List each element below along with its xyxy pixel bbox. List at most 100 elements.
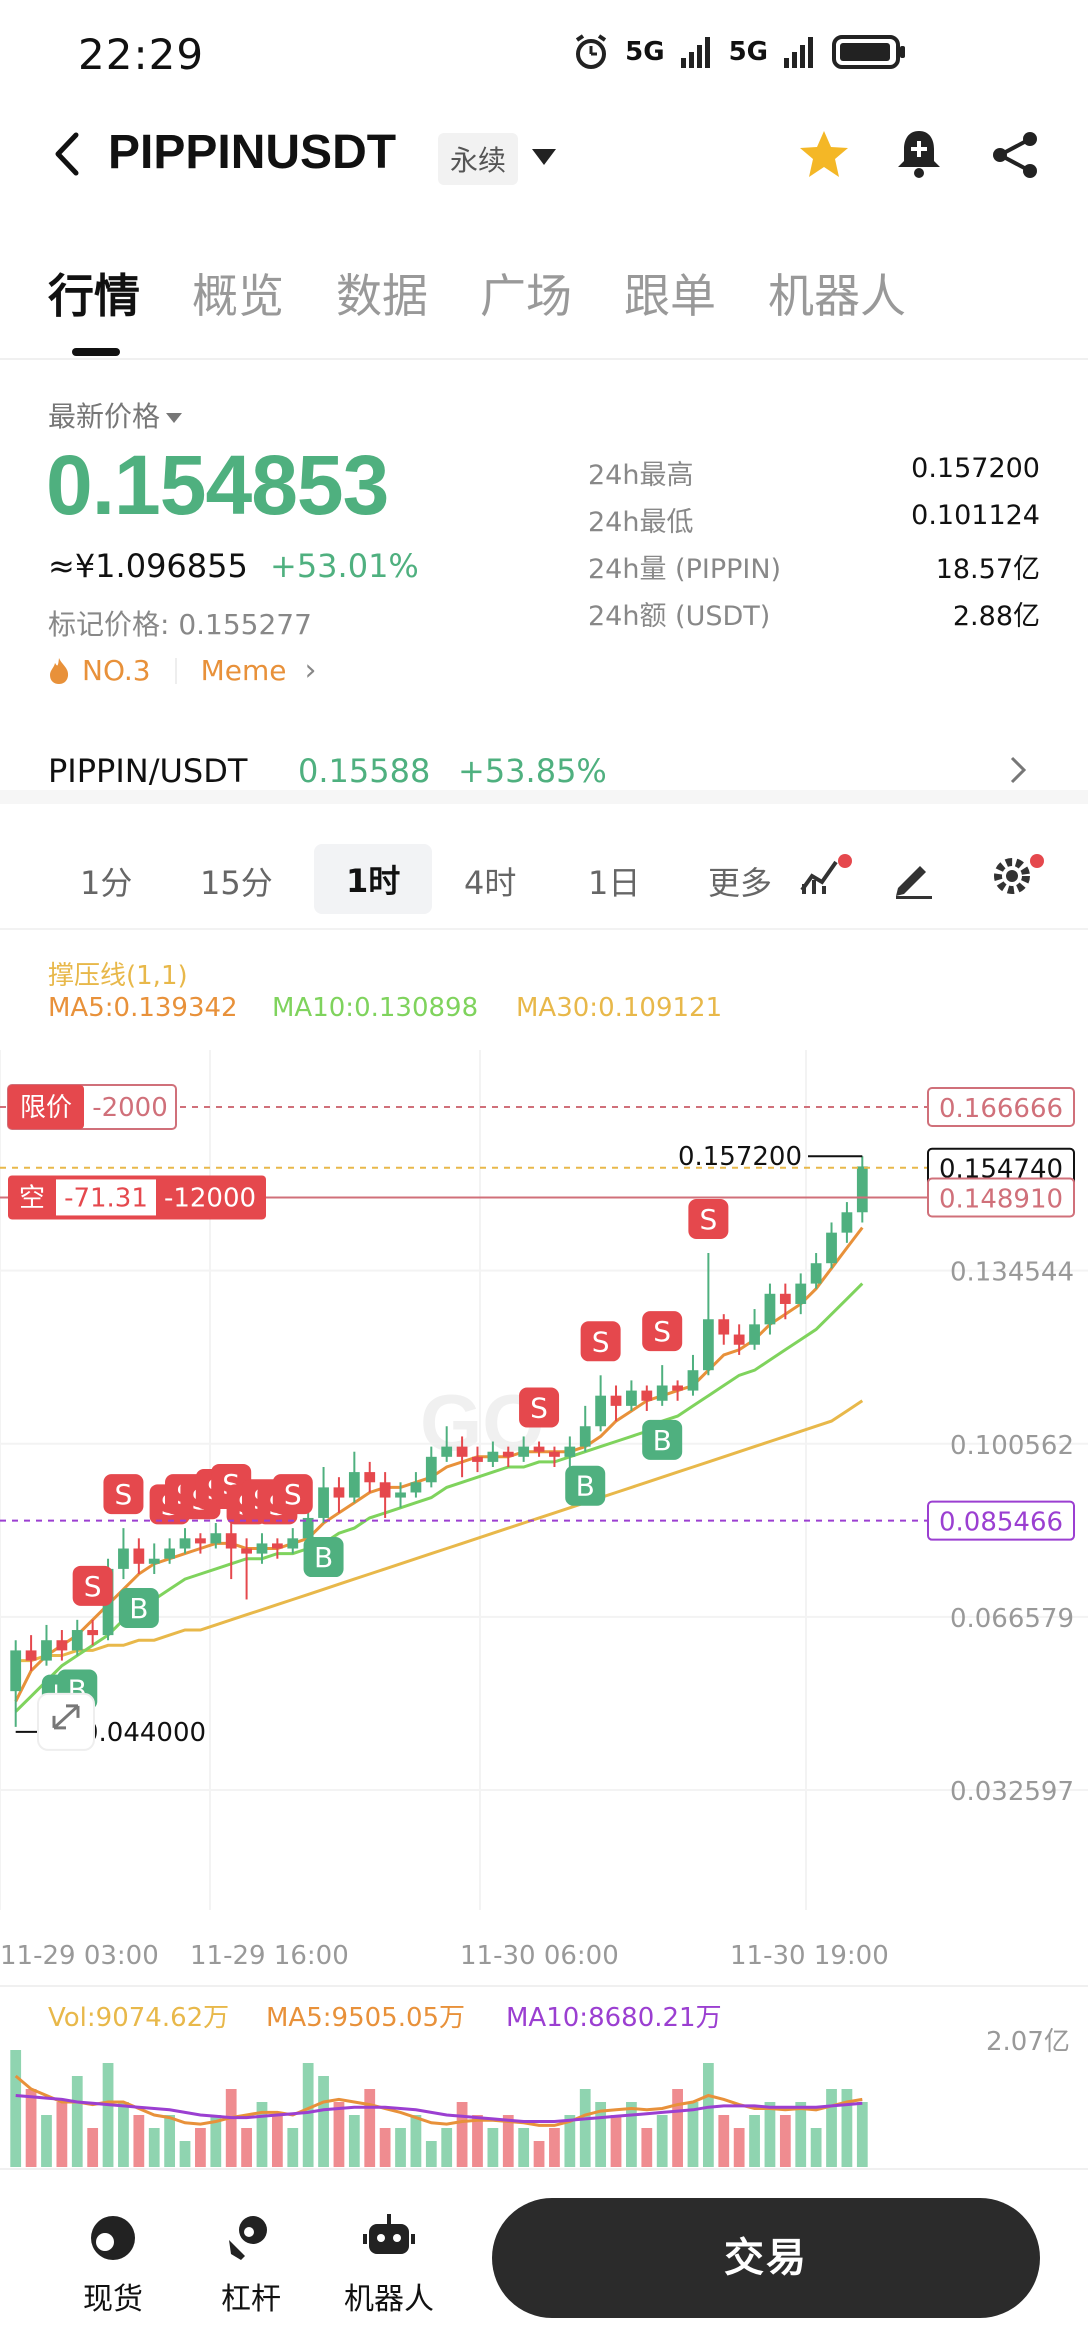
candle-body: [826, 1232, 837, 1264]
candle-body: [195, 1538, 206, 1544]
volume-label: Vol:9074.62万: [48, 2003, 230, 2033]
ma30-line: [15, 1399, 864, 1663]
indicator-icon[interactable]: [796, 852, 844, 900]
position-price-tag: 0.148910: [927, 1177, 1075, 1218]
candle-body: [225, 1533, 237, 1549]
support-resistance-label[interactable]: 撑压线(1,1): [48, 961, 188, 991]
perpetual-badge[interactable]: 永续: [438, 133, 519, 185]
candle-body: [626, 1390, 637, 1406]
svg-text:0.148910: 0.148910: [939, 1184, 1063, 1214]
candle-body: [856, 1166, 868, 1213]
interval-more[interactable]: 更多: [708, 864, 773, 902]
volume-bar: [395, 2128, 406, 2167]
ma5-label: MA5:0.139342: [48, 993, 238, 1023]
nav-margin[interactable]: 杠杆: [196, 2210, 306, 2318]
volume-bar: [456, 2102, 468, 2167]
candle-body: [287, 1538, 299, 1549]
volume-bar: [564, 2115, 576, 2167]
spot-pair-row[interactable]: PIPPIN/USDT 0.15588 +53.85%: [0, 738, 1088, 804]
signal-5g-label-2: 5G: [728, 37, 768, 67]
x-tick-label: 11-30 19:00: [730, 1941, 889, 1970]
last-price: 0.154853: [46, 438, 389, 532]
candle-body: [810, 1263, 822, 1284]
volume-bar: [533, 2141, 545, 2167]
volume-ma10-label: MA10:8680.21万: [506, 2003, 722, 2033]
interval-1m[interactable]: 1分: [80, 864, 133, 902]
price-alert-bell-icon[interactable]: [892, 125, 946, 181]
interval-bar: 1分 15分 1时 4时 1日 更多: [0, 830, 1088, 930]
candle-body: [441, 1446, 453, 1457]
rank-row[interactable]: NO.3 Meme ›: [46, 653, 316, 688]
volume-bar: [425, 2141, 437, 2167]
volume-bar: [56, 2102, 68, 2167]
candle-body: [456, 1446, 468, 1457]
candle-body: [56, 1640, 68, 1651]
volume-bar: [610, 2115, 622, 2167]
back-arrow-icon[interactable]: [48, 129, 88, 179]
latest-price-label[interactable]: 最新价格: [48, 395, 183, 435]
volume-bar: [795, 2102, 807, 2167]
candle-body: [133, 1548, 145, 1564]
interval-15m[interactable]: 15分: [200, 864, 273, 902]
tab-bot[interactable]: 机器人: [768, 269, 906, 323]
buy-signal-marker: B: [303, 1537, 344, 1578]
fire-icon: [50, 657, 69, 684]
nav-margin-label: 杠杆: [221, 2282, 281, 2317]
volume-bar: [579, 2089, 591, 2167]
volume-ma5-label: MA5:9505.05万: [266, 2003, 466, 2033]
tab-copy-trade[interactable]: 跟单: [624, 269, 716, 323]
volume-bar: [102, 2063, 114, 2167]
signal-bars-icon-2: [784, 37, 813, 68]
candle-body: [425, 1456, 437, 1483]
candle-body: [164, 1548, 176, 1559]
sell-signal-marker: S: [272, 1474, 313, 1515]
tab-market[interactable]: 行情: [48, 269, 140, 323]
interval-1h[interactable]: 1时: [314, 844, 433, 914]
favorite-star-icon[interactable]: [796, 127, 852, 183]
tab-square[interactable]: 广场: [480, 269, 572, 323]
candlestick-chart[interactable]: GO SSSSSSSSSSSSSSSBBBBBB 0.1666660.15474…: [0, 1050, 1088, 1970]
tab-overview[interactable]: 概览: [192, 269, 284, 323]
ma30-label: MA30:0.109121: [516, 993, 723, 1023]
candle-body: [487, 1451, 499, 1462]
active-tab-indicator: [72, 348, 120, 356]
svg-text:0.166666: 0.166666: [939, 1094, 1063, 1124]
candle-body: [656, 1385, 668, 1401]
candle-body: [333, 1487, 345, 1498]
caret-down-icon[interactable]: [530, 147, 558, 167]
volume-bar: [826, 2089, 837, 2167]
pair-title[interactable]: PIPPINUSDT: [108, 126, 397, 179]
candle-body: [749, 1324, 760, 1345]
candle-body: [795, 1283, 807, 1304]
candle-body: [210, 1533, 222, 1544]
interval-1d[interactable]: 1日: [588, 864, 641, 902]
volume-bar: [672, 2089, 683, 2167]
spot-change: +53.85%: [458, 752, 607, 790]
candle-body: [10, 1650, 22, 1692]
volume-bar: [687, 2102, 699, 2167]
y-tick-label: 0.100562: [950, 1431, 1074, 1461]
volume-ma10-line: [15, 2094, 863, 2123]
trade-button[interactable]: 交易: [492, 2198, 1040, 2318]
candle-body: [179, 1538, 191, 1549]
nav-spot[interactable]: 现货: [58, 2210, 168, 2318]
volume-bar: [118, 2102, 129, 2167]
candle-body: [672, 1385, 683, 1391]
draw-pen-icon[interactable]: [890, 852, 938, 900]
volume-bar: [364, 2089, 376, 2167]
interval-4h[interactable]: 4时: [464, 864, 517, 902]
candle-body: [118, 1548, 129, 1569]
volume-bar: [302, 2063, 314, 2167]
svg-text:S: S: [284, 1478, 302, 1511]
nav-bot[interactable]: 机器人: [334, 2210, 444, 2318]
category-tag: Meme: [200, 654, 287, 687]
candle-body: [256, 1543, 268, 1554]
share-icon[interactable]: [988, 127, 1042, 183]
candle-body: [764, 1293, 776, 1325]
tab-data[interactable]: 数据: [336, 269, 428, 323]
svg-text:B: B: [129, 1592, 148, 1625]
settings-gear-icon[interactable]: [988, 852, 1036, 900]
volume-bar: [472, 2115, 483, 2167]
status-icons: 5G 5G: [571, 32, 908, 72]
stat-low: 24h最低 0.101124: [588, 500, 1040, 538]
